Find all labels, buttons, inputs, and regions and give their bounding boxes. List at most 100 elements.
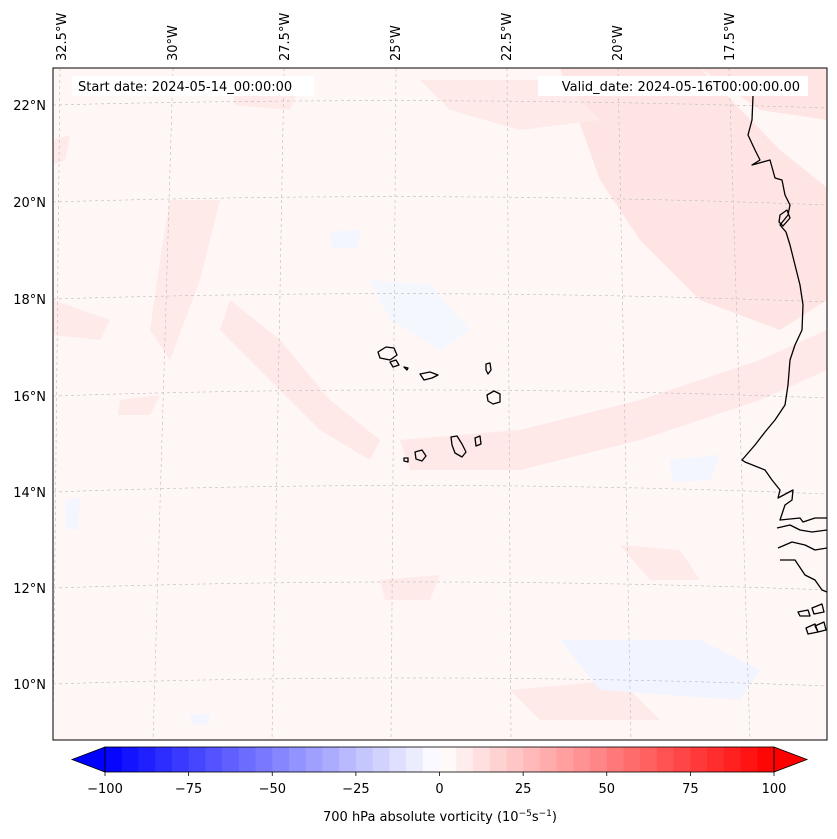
gridline-longitude xyxy=(728,68,751,740)
colorbar-cell xyxy=(171,747,190,772)
colorbar-cell xyxy=(188,747,206,772)
latitude-label: 18°N xyxy=(13,293,46,308)
colorbar-cell xyxy=(556,747,574,772)
colorbar-cell xyxy=(707,747,725,772)
colorbar-cell xyxy=(406,747,424,772)
latitude-label: 20°N xyxy=(13,196,46,211)
island-maio xyxy=(474,435,482,447)
gridline-longitude xyxy=(53,68,61,740)
africa-coastline xyxy=(776,524,827,533)
vorticity-negative-region xyxy=(190,714,210,725)
colorbar-tick-label: −50 xyxy=(259,782,286,797)
gridline-longitude xyxy=(617,68,632,740)
colorbar-tick-label: 50 xyxy=(599,782,616,797)
island-boa-vista xyxy=(486,390,501,405)
colorbar-label: 700 hPa absolute vorticity (10−5s−1) xyxy=(323,809,557,825)
gridline-longitude xyxy=(271,68,285,740)
africa-coastline xyxy=(811,603,825,615)
map-panel: Start date: 2024-05-14_00:00:00 Valid_da… xyxy=(52,67,828,741)
colorbar-cell xyxy=(205,747,223,772)
longitude-label: 20°W xyxy=(611,25,626,61)
colorbar-cell xyxy=(740,747,758,772)
island-brava xyxy=(403,457,409,463)
colorbar-cell xyxy=(121,747,140,772)
africa-coastline xyxy=(777,541,827,551)
island-santa-luzia xyxy=(403,366,409,371)
gridline-longitude xyxy=(390,68,397,740)
colorbar-cell xyxy=(322,747,340,772)
colorbar-cell xyxy=(422,747,441,772)
latitude-labels: 22°N 20°N 18°N 16°N 14°N 12°N 10°N xyxy=(13,99,46,693)
colorbar-cell xyxy=(590,747,608,772)
africa-coastline xyxy=(814,621,827,633)
gridline-latitude xyxy=(53,293,827,303)
colorbar-cell xyxy=(539,747,558,772)
colorbar-cell xyxy=(305,747,324,772)
vorticity-positive-region xyxy=(380,575,440,600)
colorbar-cell xyxy=(623,747,641,772)
longitude-labels: 32.5°W 30°W 27.5°W 25°W 22.5°W 20°W 17.5… xyxy=(55,13,738,61)
vorticity-positive-region xyxy=(220,300,380,460)
colorbar-ticks xyxy=(104,772,775,776)
colorbar-cells xyxy=(105,747,775,772)
longitude-label: 17.5°W xyxy=(723,13,738,61)
colorbar-cell xyxy=(723,747,742,772)
coastlines xyxy=(741,95,827,635)
colorbar-tick-label: 75 xyxy=(682,782,699,797)
start-date-label: Start date: 2024-05-14_00:00:00 xyxy=(78,80,292,95)
colorbar-cell xyxy=(339,747,357,772)
valid-date-box xyxy=(538,76,808,96)
gridline-latitude xyxy=(53,196,827,206)
colorbar-tick-label: −25 xyxy=(342,782,369,797)
island-sao-vicente xyxy=(389,359,400,368)
island-santo-antao xyxy=(377,346,398,361)
colorbar-tick-label: −100 xyxy=(87,782,123,797)
vorticity-positive-region xyxy=(560,68,827,330)
vorticity-positive-region xyxy=(53,135,70,165)
colorbar: −100 −75 −50 −25 0 25 50 75 100 700 hPa … xyxy=(70,746,809,825)
map-frame xyxy=(52,67,828,741)
longitude-label: 30°W xyxy=(166,25,181,61)
vorticity-negative-region xyxy=(370,280,470,350)
colorbar-cell xyxy=(138,747,156,772)
colorbar-cell xyxy=(355,747,374,772)
vorticity-positive-region xyxy=(150,200,220,360)
longitude-label: 25°W xyxy=(389,25,404,61)
colorbar-cell xyxy=(656,747,675,772)
colorbar-cell xyxy=(606,747,625,772)
colorbar-cell xyxy=(506,747,524,772)
colorbar-cell xyxy=(288,747,307,772)
vorticity-negative-region xyxy=(560,640,760,700)
colorbar-cell xyxy=(439,747,457,772)
colorbar-tick-label: 0 xyxy=(435,782,443,797)
colorbar-cell xyxy=(456,747,474,772)
island-sao-nicolau xyxy=(419,371,439,381)
gridline-longitude xyxy=(152,68,174,740)
colorbar-cell xyxy=(238,747,257,772)
longitude-label: 27.5°W xyxy=(278,13,293,61)
colorbar-tick-label: 25 xyxy=(515,782,532,797)
vorticity-positive-region xyxy=(118,395,160,415)
latitude-label: 16°N xyxy=(13,390,46,405)
island-sal xyxy=(485,362,492,375)
vorticity-positive-region xyxy=(400,330,827,470)
latitude-label: 10°N xyxy=(13,678,46,693)
gridline-latitude xyxy=(53,677,827,687)
colorbar-cell xyxy=(489,747,508,772)
latitude-label: 22°N xyxy=(13,99,46,114)
colorbar-cell xyxy=(372,747,390,772)
colorbar-cell xyxy=(105,747,123,772)
colorbar-cell xyxy=(673,747,691,772)
longitude-label: 22.5°W xyxy=(500,13,515,61)
island-santiago xyxy=(450,435,467,458)
cape-verde-islands xyxy=(377,346,501,463)
colorbar-cell xyxy=(255,747,273,772)
latitude-label: 12°N xyxy=(13,582,46,597)
vorticity-negative-region xyxy=(330,230,360,248)
vorticity-positive-region xyxy=(620,545,700,580)
africa-coastline xyxy=(780,559,827,593)
colorbar-max-extend xyxy=(773,746,809,773)
gridline-latitude xyxy=(53,389,827,399)
coastal-island xyxy=(778,209,791,227)
